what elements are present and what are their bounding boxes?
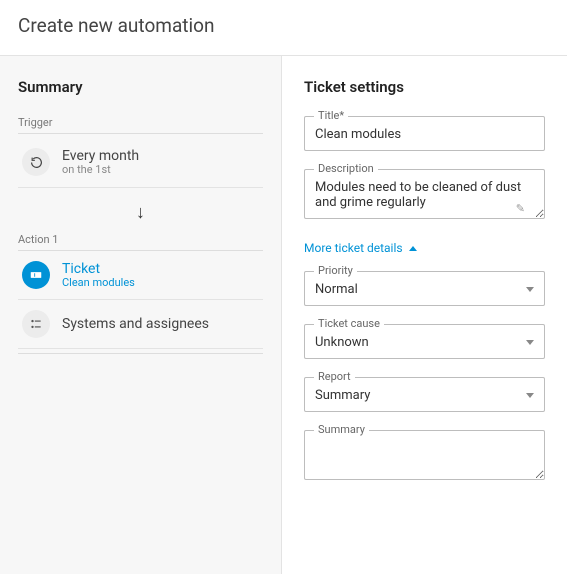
trigger-text: Every month on the 1st — [62, 148, 139, 177]
caret-down-icon — [526, 340, 534, 345]
trigger-row[interactable]: Every month on the 1st — [18, 138, 263, 188]
summary-field: Summary — [304, 430, 545, 484]
description-input[interactable]: Modules need to be cleaned of dust and g… — [304, 169, 545, 219]
priority-value: Normal — [315, 282, 358, 297]
priority-label: Priority — [314, 264, 357, 277]
caret-down-icon — [526, 393, 534, 398]
summary-panel: Summary Trigger Every month on the 1st ↓… — [0, 56, 282, 574]
priority-field: Priority Normal — [304, 271, 545, 306]
report-field: Report Summary — [304, 377, 545, 412]
action-label: Action 1 — [18, 233, 263, 251]
action-systems-row[interactable]: Systems and assignees — [18, 300, 263, 349]
report-label: Report — [314, 370, 355, 383]
action-ticket-text: Ticket Clean modules — [62, 261, 135, 290]
summary-input[interactable] — [304, 430, 545, 480]
description-label: Description — [314, 162, 378, 175]
trigger-line1: Every month — [62, 148, 139, 164]
settings-heading: Ticket settings — [304, 78, 545, 96]
arrow-down-icon: ↓ — [18, 202, 263, 223]
caret-down-icon — [526, 287, 534, 292]
cause-field: Ticket cause Unknown — [304, 324, 545, 359]
action-divider — [18, 353, 263, 354]
title-label: Title* — [314, 109, 348, 122]
trigger-label: Trigger — [18, 116, 263, 134]
description-field: Description Modules need to be cleaned o… — [304, 169, 545, 223]
trigger-line2: on the 1st — [62, 164, 139, 177]
more-details-toggle[interactable]: More ticket details — [304, 241, 545, 255]
settings-panel: Ticket settings Title* Description Modul… — [282, 56, 567, 574]
action-ticket-subtitle: Clean modules — [62, 277, 135, 290]
page-title: Create new automation — [0, 0, 567, 56]
cause-label: Ticket cause — [314, 317, 384, 330]
cause-value: Unknown — [315, 335, 369, 350]
refresh-icon — [22, 148, 50, 176]
report-value: Summary — [315, 388, 370, 403]
ticket-icon — [22, 261, 50, 289]
action-ticket-title: Ticket — [62, 261, 135, 277]
title-field: Title* — [304, 116, 545, 151]
chevron-up-icon — [409, 246, 417, 251]
action-ticket-row[interactable]: Ticket Clean modules — [18, 251, 263, 301]
action-systems-text: Systems and assignees — [62, 316, 209, 332]
content-body: Summary Trigger Every month on the 1st ↓… — [0, 56, 567, 574]
summary-label: Summary — [314, 423, 369, 436]
summary-heading: Summary — [18, 78, 263, 96]
more-details-label: More ticket details — [304, 241, 403, 255]
action-systems-title: Systems and assignees — [62, 316, 209, 332]
systems-icon — [22, 310, 50, 338]
